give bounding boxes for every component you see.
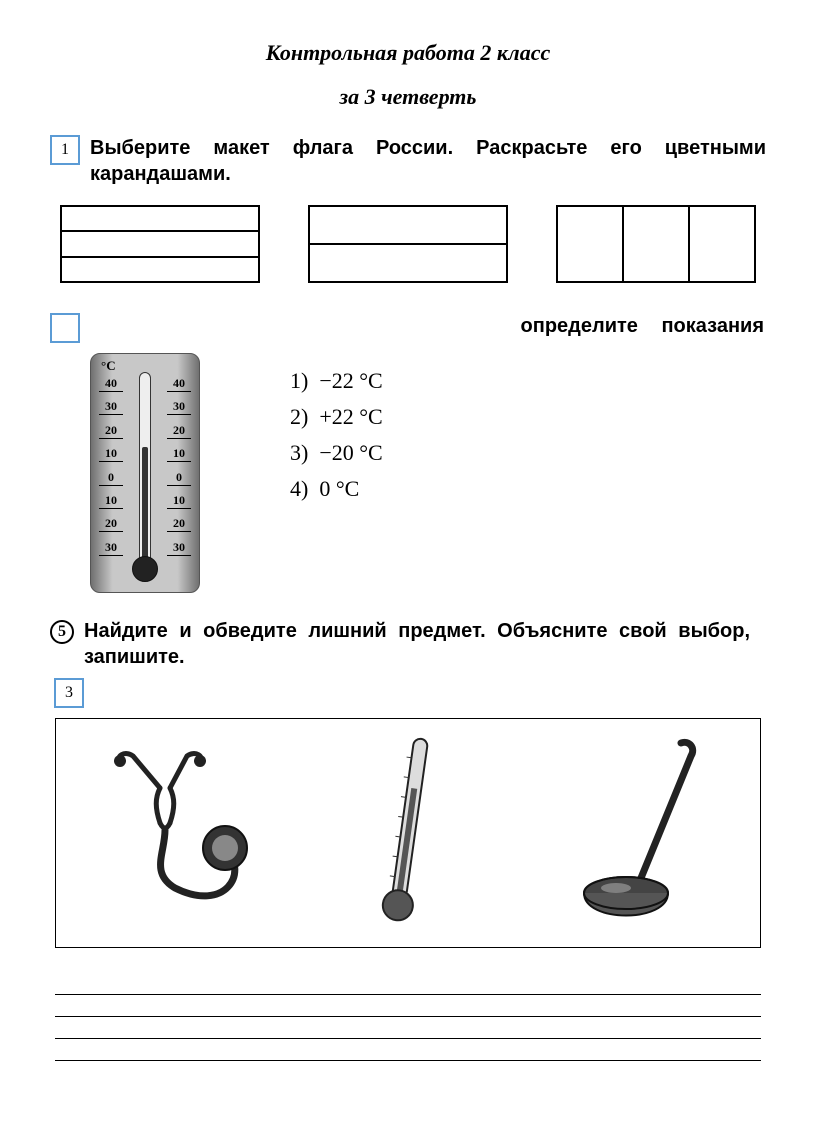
writing-line[interactable] [55, 973, 761, 995]
flag-option-2[interactable] [308, 205, 508, 283]
thermometer-tube [139, 372, 151, 560]
task3-header: 5 Найдите и обведите лишний предмет. Объ… [50, 618, 766, 670]
task2-number-box [50, 313, 80, 343]
option-4[interactable]: 4) 0 °C [290, 476, 383, 502]
flag-option-3[interactable] [556, 205, 756, 283]
object-thermometer[interactable] [294, 728, 522, 938]
objects-frame [55, 718, 761, 948]
thermometer-wrap: °C 4040 3030 2020 1010 00 1010 2020 3030 [90, 353, 200, 593]
task3-number-box: 3 [54, 678, 84, 708]
task2-partial-text: определите показания [521, 315, 764, 338]
task1-text: Выберите макет флага России. Раскрасьте … [90, 135, 766, 187]
option-1[interactable]: 1) −22 °C [290, 368, 383, 394]
task3-text: Найдите и обведите лишний предмет. Объяс… [84, 618, 766, 670]
object-ladle[interactable] [522, 728, 750, 938]
task3-circle-number: 5 [50, 620, 74, 644]
thermometer-unit: °C [101, 358, 116, 374]
writing-line[interactable] [55, 995, 761, 1017]
thermometer-fill [142, 447, 148, 559]
thermometer: °C 4040 3030 2020 1010 00 1010 2020 3030 [90, 353, 200, 593]
options-column: 1) −22 °C 2) +22 °C 3) −20 °C 4) 0 °C [290, 368, 383, 512]
flag-option-1[interactable] [60, 205, 260, 283]
task2-row: °C 4040 3030 2020 1010 00 1010 2020 3030… [50, 313, 766, 593]
flags-row [50, 205, 766, 283]
task1-number-box: 1 [50, 135, 80, 165]
option-2[interactable]: 2) +22 °C [290, 404, 383, 430]
thermometer-bulb [132, 556, 158, 582]
page-title-2: за 3 четверть [50, 84, 766, 110]
writing-line[interactable] [55, 1017, 761, 1039]
writing-lines[interactable] [55, 973, 761, 1061]
page-title-1: Контрольная работа 2 класс [50, 40, 766, 66]
writing-line[interactable] [55, 1039, 761, 1061]
option-3[interactable]: 3) −20 °C [290, 440, 383, 466]
object-stethoscope[interactable] [66, 738, 294, 928]
task1-header: 1 Выберите макет флага России. Раскрасьт… [50, 135, 766, 187]
